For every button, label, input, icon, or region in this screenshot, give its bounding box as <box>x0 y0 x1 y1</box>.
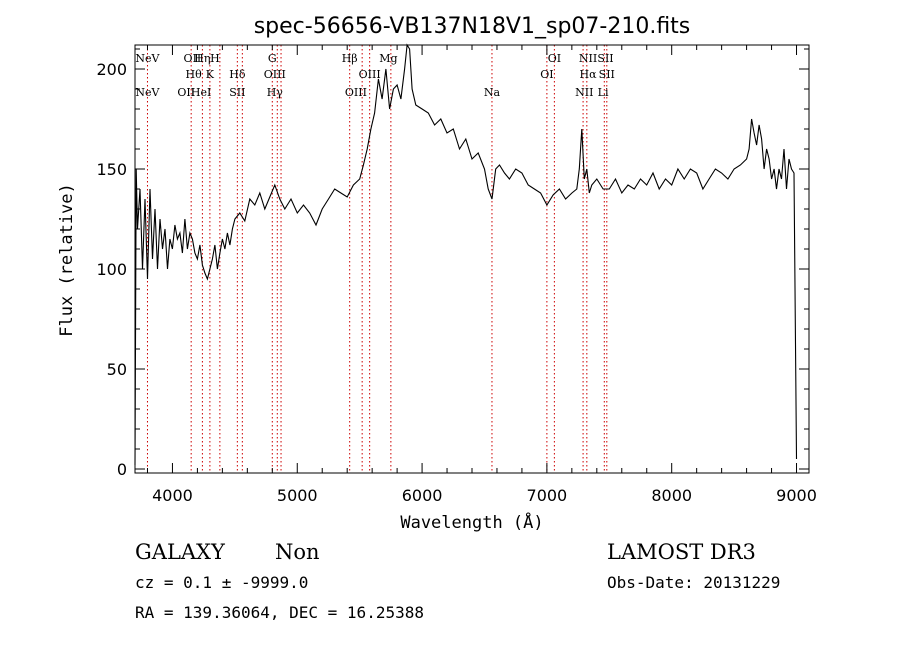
x-tick-label-7000: 7000 <box>527 486 568 505</box>
redshift-value: cz = 0.1 ± -9999.0 <box>135 573 309 592</box>
y-axis-label: Flux (relative) <box>57 183 77 337</box>
line-label-9: HeI <box>191 86 211 99</box>
line-label-26: Li <box>598 86 609 99</box>
y-axis-ticks: 0 50 100 150 200 <box>96 48 809 479</box>
x-axis-label: Wavelength (Å) <box>400 511 543 533</box>
line-label-6: K <box>206 68 215 81</box>
line-label-11: G <box>268 52 277 65</box>
survey-name: LAMOST DR3 <box>607 540 756 564</box>
ra-dec: RA = 139.36064, DEC = 16.25388 <box>135 603 424 622</box>
line-label-8: OII <box>177 86 195 99</box>
line-label-13: Hγ <box>267 86 284 99</box>
line-label-18: Na <box>484 86 501 99</box>
line-label-10: SII <box>229 86 245 99</box>
object-class: GALAXY <box>135 540 225 564</box>
line-label-1: NeV <box>135 86 160 99</box>
plot-frame <box>134 44 810 474</box>
line-label-3: Hη <box>194 52 210 65</box>
y-tick-label-50: 50 <box>107 360 127 379</box>
y-tick-label-0: 0 <box>117 460 127 479</box>
y-tick-label-200: 200 <box>96 60 127 79</box>
x-axis-ticks: 4000 5000 6000 7000 8000 9000 <box>146 45 817 505</box>
x-tick-label-8000: 8000 <box>651 486 692 505</box>
line-label-12: OIII <box>264 68 286 81</box>
line-label-5: Hθ <box>186 68 203 81</box>
line-label-7: Hδ <box>229 68 246 81</box>
obs-date: Obs-Date: 20131229 <box>607 573 781 592</box>
line-markers <box>146 45 608 473</box>
line-label-24: SII <box>599 68 615 81</box>
y-tick-label-150: 150 <box>96 160 127 179</box>
x-tick-label-6000: 6000 <box>402 486 443 505</box>
y-tick-label-100: 100 <box>96 260 127 279</box>
spectrum-line <box>134 43 798 466</box>
line-label-16: OIII <box>359 68 381 81</box>
line-label-4: H <box>210 52 220 65</box>
object-subclass: Non <box>275 540 320 564</box>
x-tick-label-5000: 5000 <box>277 486 318 505</box>
chart-title: spec-56656-VB137N18V1_sp07-210.fits <box>254 14 691 39</box>
line-label-14: Hβ <box>342 52 358 65</box>
line-label-22: SII <box>597 52 613 65</box>
line-label-0: NeV <box>135 52 160 65</box>
line-label-15: Mg <box>379 52 397 65</box>
line-label-21: NII <box>579 52 597 65</box>
line-label-17: OIII <box>345 86 367 99</box>
line-label-2: OII <box>184 52 202 65</box>
line-label-19: OI <box>548 52 561 65</box>
x-tick-label-4000: 4000 <box>152 486 193 505</box>
line-label-25: NII <box>575 86 593 99</box>
x-tick-label-9000: 9000 <box>776 486 817 505</box>
line-label-23: Hα <box>580 68 598 81</box>
line-label-20: OI <box>540 68 553 81</box>
